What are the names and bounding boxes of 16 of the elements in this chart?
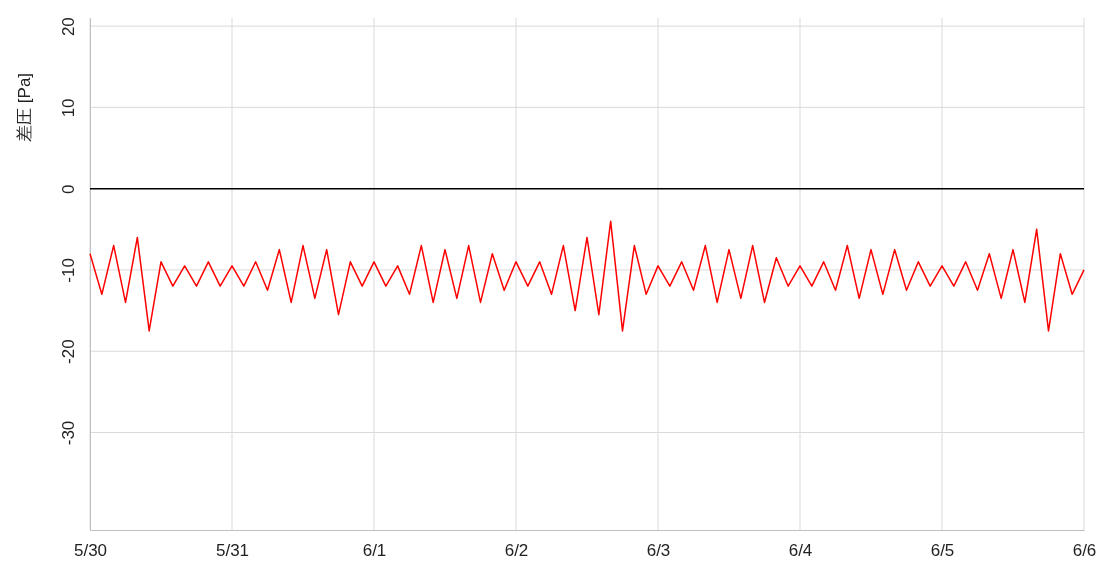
y-tick-label: -20	[58, 339, 78, 364]
x-tick-label: 5/31	[215, 541, 250, 561]
y-tick-label: -30	[58, 420, 78, 446]
y-tick-label: 0	[58, 184, 78, 194]
x-tick-label: 6/3	[646, 541, 671, 561]
x-tick-label: 6/4	[788, 541, 813, 561]
y-axis-title: 差圧 [Pa]	[15, 72, 34, 142]
x-tick-label: 5/30	[73, 541, 108, 561]
x-tick-label: 6/2	[504, 541, 529, 561]
line-series	[89, 220, 1085, 332]
y-tick-label: 20	[58, 17, 78, 37]
x-tick-label: 6/6	[1072, 541, 1097, 561]
x-tick-label: 6/5	[930, 541, 955, 561]
x-tick-label: 6/1	[362, 541, 387, 561]
y-tick-label: 10	[58, 98, 78, 118]
y-tick-label: -10	[58, 258, 78, 283]
